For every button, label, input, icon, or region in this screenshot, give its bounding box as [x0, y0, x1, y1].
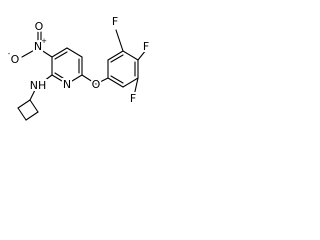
bond: [51, 47, 68, 58]
bond: [107, 77, 124, 88]
bond: [95, 77, 109, 85]
atom-label: O: [92, 78, 101, 91]
atom-label: NH: [30, 79, 47, 92]
atom-labels: N + O O - NH N O F F F: [8, 13, 151, 107]
bond: [107, 50, 124, 61]
bond: [133, 77, 139, 97]
bond: [122, 50, 139, 61]
bond: [29, 87, 37, 101]
bond: [39, 74, 53, 85]
atom-label: N: [63, 78, 71, 91]
bond: [51, 74, 68, 85]
atom-charge: +: [41, 37, 47, 45]
molecule-diagram: N + O O - NH N O F F F: [8, 13, 151, 121]
atom-label: N: [34, 40, 42, 53]
bond: [66, 74, 83, 85]
atom-charge: -: [8, 50, 11, 58]
bond: [21, 47, 39, 58]
bond: [115, 29, 124, 52]
bonds: [17, 29, 147, 121]
bond: [37, 47, 53, 58]
atom-label: F: [112, 15, 118, 28]
atom-label: F: [143, 40, 149, 53]
bond: [17, 99, 31, 109]
bond: [17, 107, 27, 121]
bond: [110, 75, 124, 84]
bond: [54, 72, 67, 81]
bond: [29, 99, 39, 113]
bond: [54, 51, 68, 60]
bond: [66, 47, 83, 58]
atom-label: O: [35, 20, 44, 33]
bond: [25, 111, 39, 121]
bond: [122, 77, 139, 88]
bond: [137, 49, 147, 61]
atom-label: O: [11, 53, 20, 66]
bond: [110, 54, 124, 63]
atom-label: F: [130, 92, 136, 105]
bond: [81, 74, 97, 85]
